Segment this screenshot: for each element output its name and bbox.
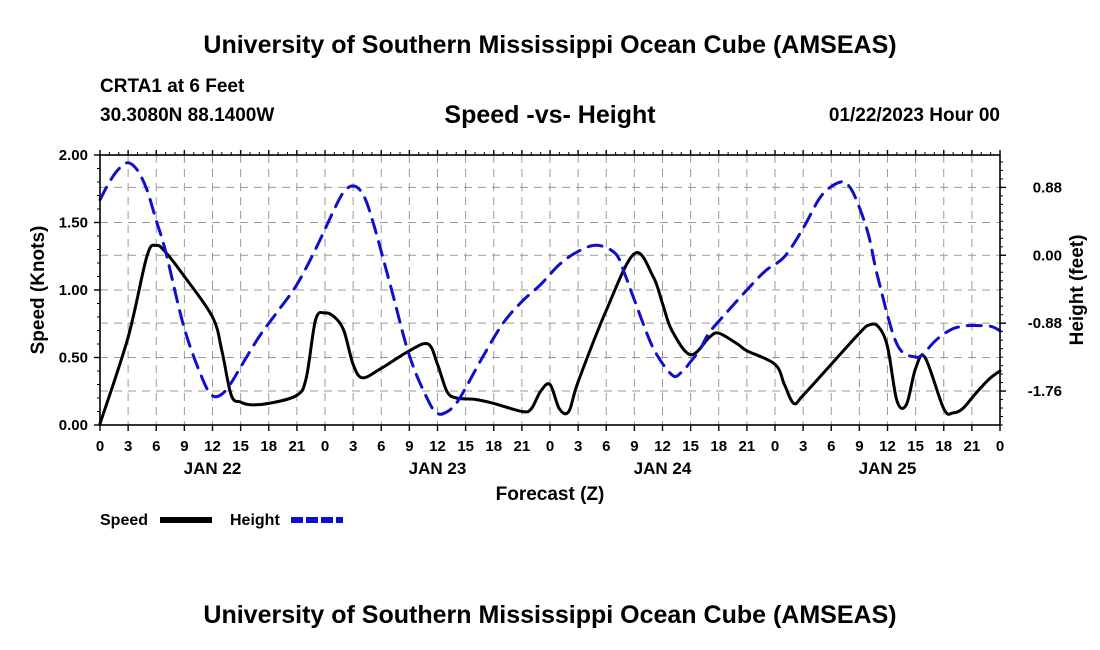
height-series-line	[98, 161, 1002, 416]
y2-tick-label: -0.88	[1028, 315, 1062, 332]
x-tick-label: 9	[630, 438, 638, 455]
x-axis-label: Forecast (Z)	[496, 484, 605, 505]
x-tick-label: 18	[485, 438, 502, 455]
x-tick-label: 15	[457, 438, 474, 455]
legend-speed-label: Speed	[100, 512, 148, 529]
x-tick-label: 18	[710, 438, 727, 455]
x-tick-label: 9	[855, 438, 863, 455]
day-label: JAN 24	[634, 459, 692, 478]
x-tick-label: 15	[907, 438, 924, 455]
x-tick-label: 3	[574, 438, 582, 455]
chart-title: Speed -vs- Height	[444, 101, 656, 129]
legend: Speed Height	[100, 512, 343, 529]
x-tick-label: 12	[204, 438, 221, 455]
x-tick-label: 21	[964, 438, 981, 455]
x-tick-label: 15	[682, 438, 699, 455]
x-tick-label: 12	[879, 438, 896, 455]
axes: 0 3 6 9 12 15 18 21 0 3 6 9 12 15 18 21 0 3 6 9 12 15 18 21 0 3 6 9…	[59, 147, 1062, 478]
y2-tick-label: 0.00	[1033, 247, 1062, 264]
x-tick-label: 3	[349, 438, 357, 455]
legend-height-label: Height	[230, 512, 280, 529]
x-tick-label: 12	[429, 438, 446, 455]
x-tick-label: 6	[377, 438, 385, 455]
speed-series-line	[98, 243, 1002, 426]
x-tick-label: 18	[935, 438, 952, 455]
y2-axis-label: Height (feet)	[1067, 235, 1088, 346]
station-name: CRTA1 at 6 Feet	[100, 76, 245, 97]
day-label: JAN 23	[409, 459, 467, 478]
forecast-datetime: 01/22/2023 Hour 00	[828, 105, 1000, 126]
x-tick-label: 6	[827, 438, 835, 455]
y-tick-label: 0.00	[59, 417, 88, 434]
x-tick-label: 15	[232, 438, 249, 455]
x-tick-label: 0	[771, 438, 779, 455]
x-tick-label: 3	[124, 438, 132, 455]
y2-tick-label: -1.76	[1028, 383, 1062, 400]
grid	[100, 155, 1000, 425]
y-tick-label: 1.00	[59, 282, 88, 299]
day-label: JAN 25	[859, 459, 917, 478]
day-label: JAN 22	[184, 459, 242, 478]
x-tick-label: 6	[602, 438, 610, 455]
x-tick-label: 9	[180, 438, 188, 455]
x-tick-label: 21	[739, 438, 756, 455]
station-coords: 30.3080N 88.1400W	[100, 105, 275, 126]
series-layer	[98, 161, 1002, 426]
x-tick-label: 9	[405, 438, 413, 455]
x-tick-label: 18	[260, 438, 277, 455]
y-axis-label: Speed (Knots)	[28, 226, 49, 355]
footer-title: University of Southern Mississippi Ocean…	[203, 601, 897, 629]
x-tick-label: 6	[152, 438, 160, 455]
y2-tick-label: 0.88	[1033, 179, 1062, 196]
x-tick-label: 0	[996, 438, 1004, 455]
x-tick-label: 3	[799, 438, 807, 455]
x-tick-label: 0	[546, 438, 554, 455]
x-tick-label: 0	[96, 438, 104, 455]
y-tick-label: 0.50	[59, 350, 88, 367]
x-tick-label: 21	[289, 438, 306, 455]
x-tick-label: 12	[654, 438, 671, 455]
x-tick-label: 0	[321, 438, 329, 455]
x-tick-label: 21	[514, 438, 531, 455]
page-title: University of Southern Mississippi Ocean…	[203, 31, 897, 59]
y-tick-label: 1.50	[59, 215, 88, 232]
y-tick-label: 2.00	[59, 147, 88, 164]
